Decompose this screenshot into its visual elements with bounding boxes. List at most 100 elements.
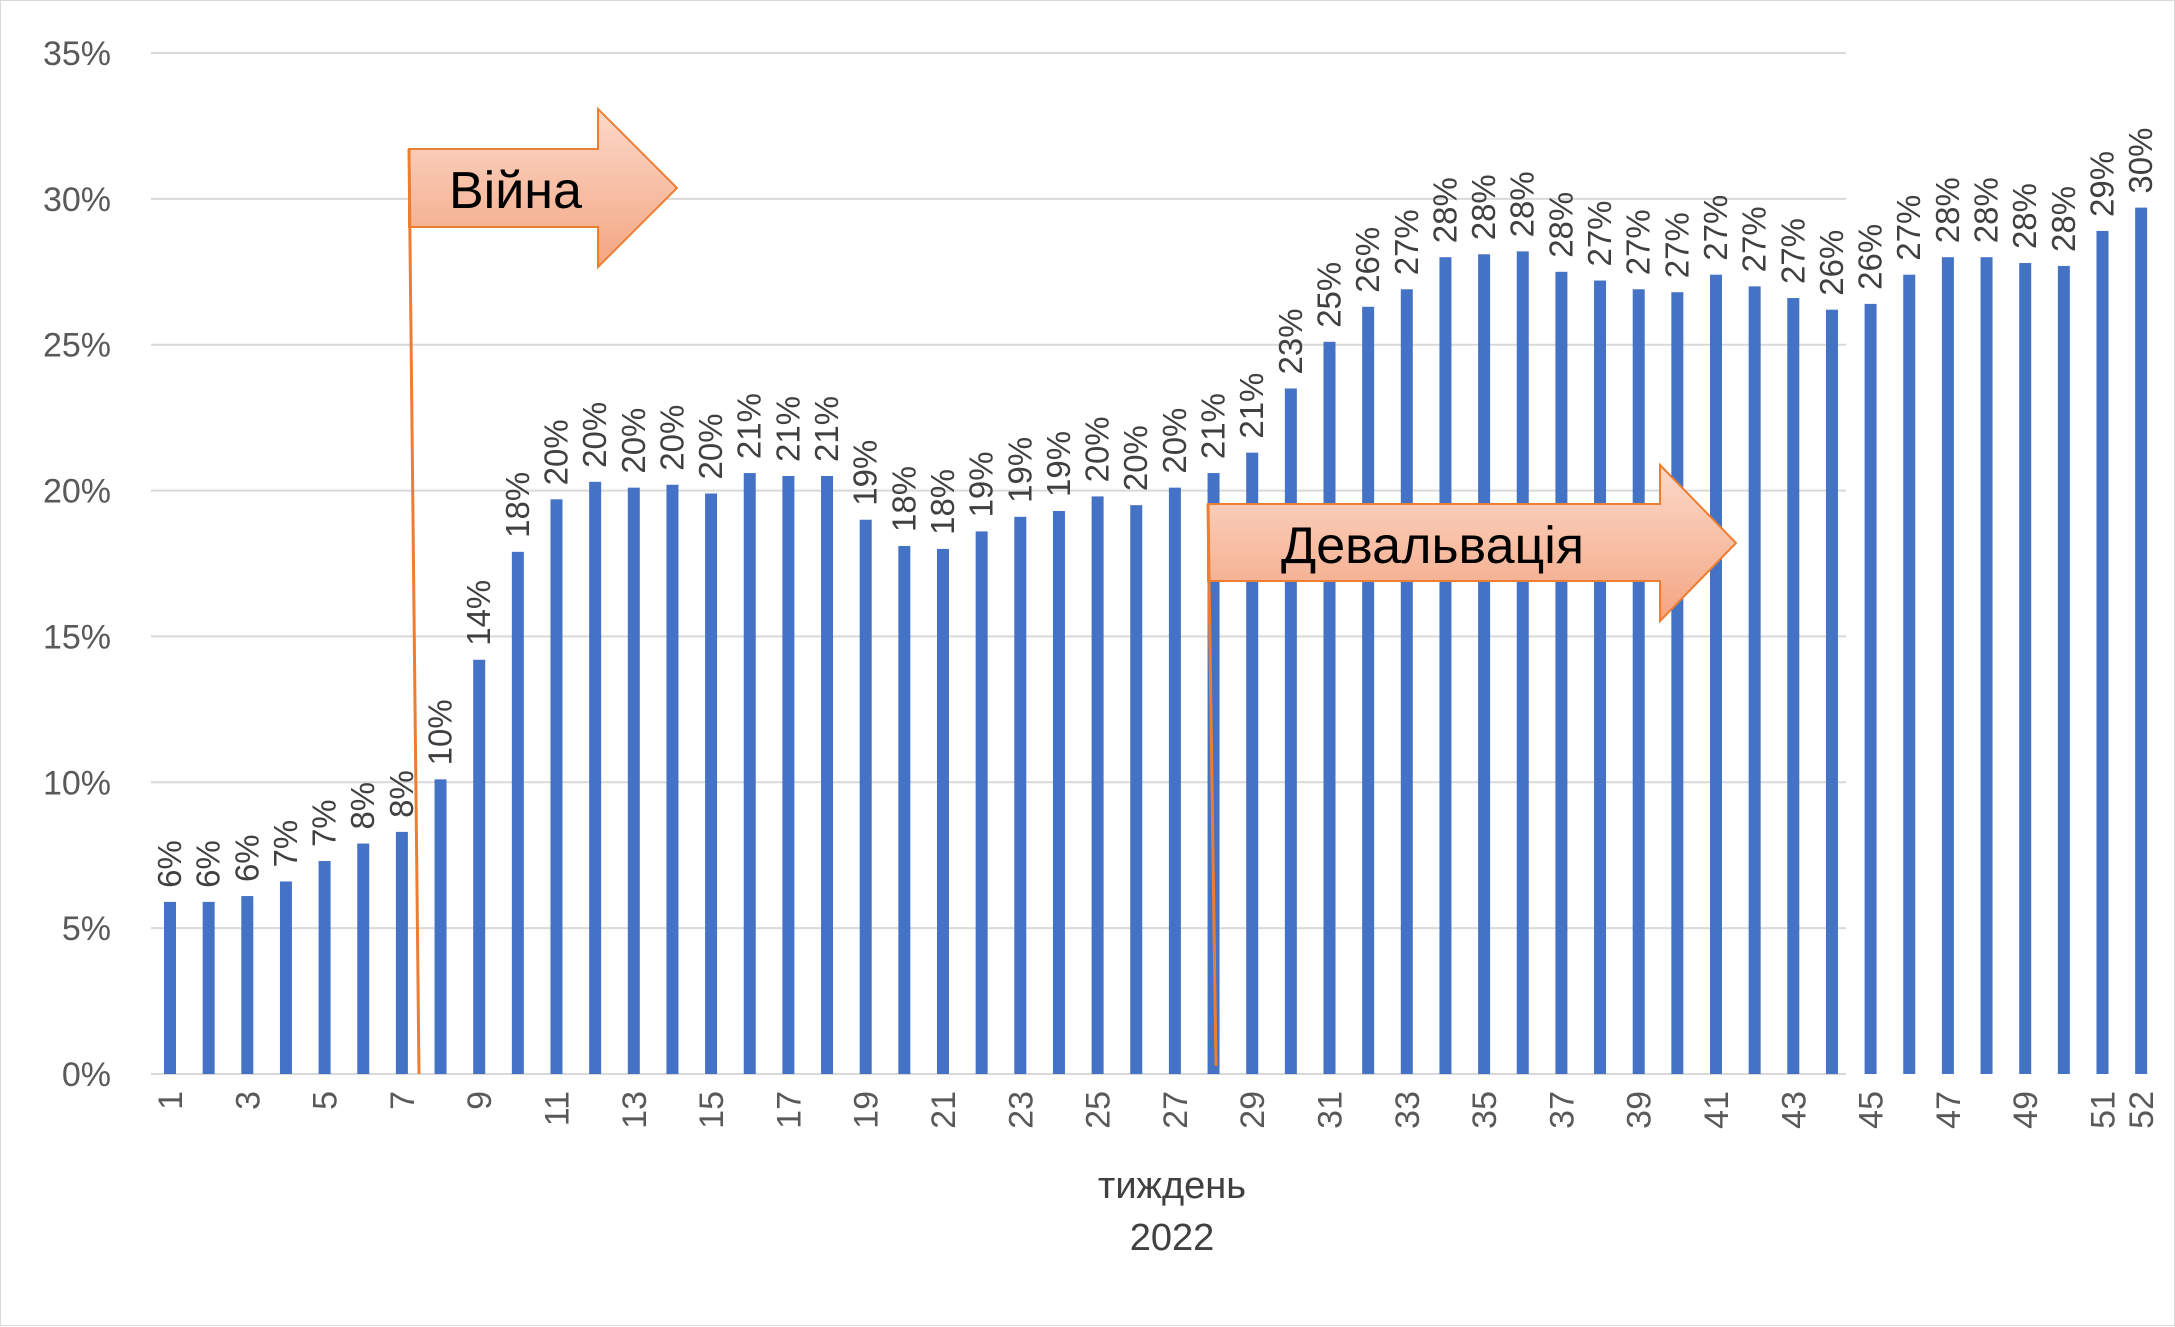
bar (975, 531, 988, 1074)
data-label: 28% (1504, 171, 1541, 237)
x-tick-label: 11 (539, 1091, 577, 1126)
bar (164, 901, 176, 1074)
data-label: 19% (1040, 431, 1077, 497)
war-label: Війна (449, 162, 582, 220)
data-label: 27% (1736, 206, 1773, 272)
bar (743, 473, 756, 1074)
y-tick-label: 35% (43, 35, 111, 73)
bar (395, 831, 408, 1074)
bar (2019, 263, 2032, 1074)
bar (1671, 292, 1684, 1075)
bar (1555, 271, 1568, 1074)
y-tick-label: 25% (43, 327, 111, 365)
bar (1439, 257, 1452, 1074)
bar (357, 843, 370, 1074)
data-label: 20% (538, 419, 575, 485)
x-tick-label: 25 (1080, 1091, 1118, 1129)
bar (1284, 388, 1297, 1074)
x-tick-label: 35 (1466, 1091, 1504, 1129)
data-label: 28% (1968, 177, 2005, 243)
data-label: 26% (1813, 230, 1850, 296)
y-axis-ticks: 0% 5% 10% 15% 20% 25% 30% 35% (43, 35, 111, 1094)
bar (666, 484, 679, 1074)
data-label: 21% (731, 393, 768, 459)
bar (1594, 280, 1607, 1075)
data-label: 21% (1233, 373, 1270, 439)
bars (164, 207, 2148, 1075)
data-label: 10% (422, 699, 459, 765)
x-tick-label: 37 (1543, 1091, 1581, 1129)
x-tick-label: 43 (1775, 1091, 1813, 1129)
data-label: 18% (885, 466, 922, 532)
bar (937, 548, 949, 1074)
bar (434, 779, 447, 1074)
data-label: 30% (2122, 128, 2159, 194)
data-label: 28% (1465, 174, 1502, 240)
devaluation-label: Девальвація (1281, 517, 1584, 575)
x-tick-label: 41 (1698, 1091, 1736, 1129)
y-tick-label: 15% (43, 618, 111, 656)
data-label: 18% (924, 469, 961, 535)
bar (2096, 230, 2109, 1075)
data-label: 25% (1311, 262, 1348, 328)
bar (318, 861, 331, 1074)
data-label: 28% (2006, 183, 2043, 249)
bar (821, 475, 834, 1074)
data-label: 20% (1117, 425, 1154, 491)
x-tick-label: 3 (229, 1091, 267, 1110)
x-axis-title: тиждень (1098, 1165, 1246, 1207)
data-label: 21% (1195, 393, 1232, 459)
bar (1362, 306, 1375, 1074)
data-label: 21% (769, 396, 806, 462)
war-marker-line (407, 148, 421, 1075)
bar (1825, 309, 1838, 1074)
x-tick-label: 33 (1389, 1091, 1427, 1129)
x-tick-label: 23 (1002, 1091, 1040, 1129)
x-tick-label: 15 (693, 1091, 731, 1129)
data-label: 27% (1581, 200, 1618, 266)
data-label: 27% (1697, 195, 1734, 261)
data-label: 20% (1079, 416, 1116, 482)
data-label: 29% (2084, 151, 2121, 217)
data-label: 14% (460, 580, 497, 646)
bar (2135, 207, 2148, 1074)
callouts: Війна Девальвація (407, 106, 1738, 1075)
bar (782, 475, 795, 1074)
bar (1903, 274, 1916, 1074)
devaluation-marker-line (1206, 503, 1218, 1067)
data-label: 20% (653, 405, 690, 471)
x-tick-label: 47 (1930, 1091, 1968, 1129)
data-label: 8% (344, 782, 381, 830)
data-label: 19% (963, 451, 1000, 517)
bar (1052, 510, 1065, 1074)
x-tick-label: 1 (152, 1091, 190, 1110)
data-label: 28% (1542, 192, 1579, 258)
bar (705, 493, 718, 1074)
y-tick-label: 20% (43, 473, 111, 511)
data-label: 6% (190, 840, 227, 888)
data-label: 27% (1658, 212, 1695, 278)
y-tick-label: 5% (62, 910, 111, 948)
bar (1478, 254, 1491, 1075)
data-label: 28% (1426, 177, 1463, 243)
x-tick-label: 49 (2007, 1091, 2045, 1129)
data-label: 21% (808, 396, 845, 462)
bar (1980, 257, 1993, 1074)
x-tick-label: 19 (848, 1091, 886, 1129)
x-tick-label: 21 (925, 1091, 963, 1129)
data-label: 7% (267, 820, 304, 868)
bar (473, 659, 486, 1074)
x-tick-label: 17 (770, 1091, 808, 1129)
bar (1130, 505, 1143, 1075)
x-tick-label: 52 (2123, 1091, 2161, 1129)
bar (1632, 289, 1645, 1074)
data-label: 8% (383, 770, 420, 818)
x-tick-label: 7 (384, 1091, 422, 1110)
data-label: 28% (2045, 186, 2082, 252)
data-label: 27% (1890, 195, 1927, 261)
data-label: 23% (1272, 308, 1309, 374)
x-tick-label: 45 (1853, 1091, 1891, 1129)
x-tick-label: 39 (1621, 1091, 1659, 1129)
x-axis-year: 2022 (1130, 1217, 1215, 1259)
